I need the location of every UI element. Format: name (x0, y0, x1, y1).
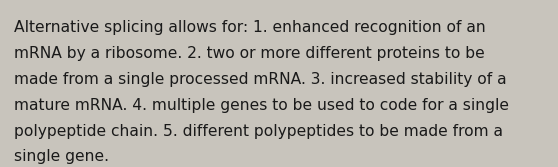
Text: mature mRNA. 4. multiple genes to be used to code for a single: mature mRNA. 4. multiple genes to be use… (14, 98, 509, 113)
Text: polypeptide chain. 5. different polypeptides to be made from a: polypeptide chain. 5. different polypept… (14, 124, 503, 139)
Text: mRNA by a ribosome. 2. two or more different proteins to be: mRNA by a ribosome. 2. two or more diffe… (14, 46, 485, 61)
Text: single gene.: single gene. (14, 149, 109, 164)
Text: Alternative splicing allows for: 1. enhanced recognition of an: Alternative splicing allows for: 1. enha… (14, 20, 485, 35)
Text: made from a single processed mRNA. 3. increased stability of a: made from a single processed mRNA. 3. in… (14, 72, 507, 87)
